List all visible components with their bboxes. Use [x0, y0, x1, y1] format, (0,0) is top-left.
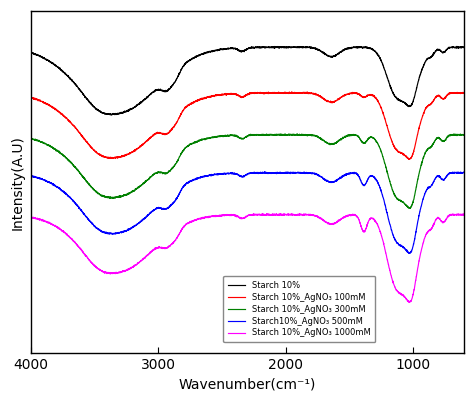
Starch 10%_AgNO₃ 300mM: [194, 139, 200, 144]
Starch 10%_AgNO₃ 300mM: [28, 136, 34, 141]
Starch 10%_AgNO₃ 300mM: [213, 135, 219, 139]
Starch 10%_AgNO₃ 300mM: [453, 132, 458, 137]
Starch10%_AgNO₃ 500mM: [453, 170, 458, 175]
Line: Starch 10%: Starch 10%: [31, 46, 464, 115]
Starch 10%: [453, 45, 458, 50]
Starch 10%_AgNO₃ 100mM: [194, 98, 200, 103]
Starch 10%: [108, 112, 114, 117]
Starch 10%: [213, 48, 219, 53]
Starch 10%: [77, 88, 83, 93]
Starch 10%_AgNO₃ 300mM: [461, 132, 467, 137]
Starch 10%_AgNO₃ 100mM: [406, 156, 412, 161]
Starch 10%_AgNO₃ 1000mM: [453, 212, 458, 217]
Line: Starch 10%_AgNO₃ 300mM: Starch 10%_AgNO₃ 300mM: [31, 134, 464, 208]
Starch 10%: [454, 44, 460, 49]
Legend: Starch 10%, Starch 10%_AgNO₃ 100mM, Starch 10%_AgNO₃ 300mM, Starch10%_AgNO₃ 500m: Starch 10%, Starch 10%_AgNO₃ 100mM, Star…: [223, 276, 375, 343]
Starch 10%: [103, 112, 109, 116]
Starch 10%: [406, 104, 412, 109]
Starch 10%_AgNO₃ 1000mM: [406, 300, 412, 305]
Starch 10%_AgNO₃ 300mM: [406, 205, 412, 210]
Starch 10%_AgNO₃ 1000mM: [77, 245, 83, 250]
Starch 10%_AgNO₃ 1000mM: [194, 217, 200, 222]
X-axis label: Wavenumber(cm⁻¹): Wavenumber(cm⁻¹): [179, 378, 316, 392]
Starch 10%_AgNO₃ 1000mM: [213, 214, 219, 218]
Starch 10%_AgNO₃ 100mM: [406, 157, 412, 162]
Starch 10%_AgNO₃ 100mM: [103, 155, 109, 160]
Starch 10%_AgNO₃ 100mM: [28, 95, 34, 100]
Starch10%_AgNO₃ 500mM: [461, 170, 466, 174]
Starch 10%_AgNO₃ 1000mM: [277, 211, 283, 216]
Starch 10%_AgNO₃ 100mM: [77, 131, 83, 136]
Starch10%_AgNO₃ 500mM: [406, 251, 411, 256]
Starch 10%_AgNO₃ 300mM: [103, 194, 109, 199]
Starch 10%: [28, 50, 34, 55]
Line: Starch 10%_AgNO₃ 100mM: Starch 10%_AgNO₃ 100mM: [31, 92, 464, 159]
Starch 10%_AgNO₃ 1000mM: [28, 215, 34, 220]
Starch 10%_AgNO₃ 100mM: [453, 91, 458, 96]
Starch 10%_AgNO₃ 300mM: [407, 206, 413, 211]
Starch10%_AgNO₃ 500mM: [406, 251, 412, 256]
Y-axis label: Intensity(A.U): Intensity(A.U): [11, 135, 25, 230]
Starch10%_AgNO₃ 500mM: [461, 170, 467, 175]
Starch 10%: [194, 54, 200, 58]
Starch10%_AgNO₃ 500mM: [194, 176, 200, 181]
Starch 10%_AgNO₃ 300mM: [77, 170, 83, 175]
Starch 10%: [461, 45, 467, 50]
Starch 10%_AgNO₃ 300mM: [294, 131, 300, 136]
Starch10%_AgNO₃ 500mM: [213, 172, 219, 177]
Line: Starch10%_AgNO₃ 500mM: Starch10%_AgNO₃ 500mM: [31, 172, 464, 253]
Starch 10%_AgNO₃ 1000mM: [406, 299, 412, 304]
Starch 10%_AgNO₃ 100mM: [461, 90, 467, 95]
Starch 10%_AgNO₃ 100mM: [289, 89, 294, 94]
Starch10%_AgNO₃ 500mM: [103, 231, 109, 236]
Line: Starch 10%_AgNO₃ 1000mM: Starch 10%_AgNO₃ 1000mM: [31, 214, 464, 303]
Starch 10%_AgNO₃ 1000mM: [461, 212, 467, 217]
Starch 10%_AgNO₃ 100mM: [213, 93, 219, 98]
Starch10%_AgNO₃ 500mM: [77, 206, 83, 211]
Starch10%_AgNO₃ 500mM: [28, 173, 34, 178]
Starch 10%_AgNO₃ 1000mM: [103, 270, 109, 274]
